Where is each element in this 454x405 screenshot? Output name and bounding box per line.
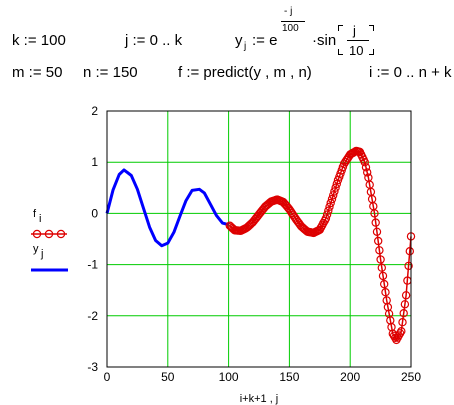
j-range-definition[interactable]: j := 0 .. k	[125, 32, 183, 49]
x-tick-label: 50	[161, 370, 175, 384]
series-marker-f	[321, 214, 331, 223]
legend-subscript-y: j	[40, 248, 43, 260]
y-tick-label: -3	[87, 360, 98, 374]
x-axis-label: i+k+1 , j	[240, 393, 279, 405]
placeholder-bracket-icon	[338, 25, 343, 31]
y-tick-label: -1	[87, 258, 98, 272]
series-marker-f	[377, 263, 386, 272]
y-symbol: y	[235, 32, 243, 49]
series-marker-f	[371, 218, 380, 227]
sin-numerator: j	[353, 23, 356, 38]
x-tick-label: 250	[401, 370, 421, 384]
series-marker-f	[330, 187, 339, 196]
m-definition[interactable]: m := 50	[12, 64, 63, 81]
series-line-f	[229, 150, 412, 341]
series-marker-f	[398, 318, 407, 327]
x-tick-label: 150	[279, 370, 299, 384]
series-marker-f	[404, 261, 413, 271]
series-marker-f	[363, 168, 372, 177]
exponent-fraction-bar	[281, 21, 305, 22]
series-line-y	[105, 168, 229, 248]
plot-series	[105, 146, 416, 345]
legend-label-y: y	[33, 243, 39, 255]
series-marker-f	[331, 183, 340, 192]
placeholder-bracket-icon	[369, 49, 374, 55]
series-marker-f	[399, 309, 408, 318]
legend-label-f: f	[33, 208, 37, 220]
legend-marker-f	[32, 229, 42, 239]
y-tick-label: 2	[91, 104, 98, 118]
series-marker-f	[327, 194, 337, 204]
series-marker-f	[325, 202, 334, 211]
legend-marker-f	[44, 229, 54, 239]
series-marker-f	[378, 271, 388, 281]
series-marker-f	[374, 236, 383, 246]
series-marker-f	[401, 291, 411, 300]
series-marker-f	[322, 210, 332, 219]
n-definition[interactable]: n := 150	[83, 64, 138, 81]
k-definition[interactable]: k := 100	[12, 32, 66, 49]
f-predict-definition[interactable]: f := predict(y , m , n)	[178, 64, 312, 81]
series-marker-f	[360, 157, 369, 167]
series-marker-f	[332, 179, 341, 189]
x-tick-label: 100	[219, 370, 239, 384]
exponent-denominator: 100	[282, 23, 299, 34]
series-marker-f	[326, 198, 335, 208]
plot-grid	[107, 111, 411, 367]
y-tick-label: 1	[91, 155, 98, 169]
series-marker-f	[375, 246, 384, 255]
y-assign-exp: := e	[252, 32, 278, 49]
series-marker-f	[380, 279, 389, 289]
tick-labels: 0 50 100 150 200 250 2 1 0 -1 -2 -3	[87, 104, 421, 384]
x-tick-label: 0	[104, 370, 111, 384]
y-tick-label: -2	[87, 309, 98, 323]
series-marker-f	[324, 206, 333, 215]
y-subscript: j	[244, 41, 247, 52]
sin-function: ·sin	[312, 32, 337, 49]
y-tick-label: 0	[91, 206, 98, 220]
series-marker-f	[397, 327, 406, 336]
placeholder-bracket-icon	[338, 49, 343, 55]
legend-marker-f	[56, 229, 66, 239]
plot-frame	[106, 110, 412, 368]
sin-fraction-bar	[347, 40, 369, 41]
series-marker-f	[361, 163, 371, 172]
series-marker-f	[381, 288, 390, 297]
legend: f i y j	[31, 208, 68, 272]
series-marker-f	[329, 191, 338, 200]
placeholder-bracket-icon	[369, 25, 374, 31]
series-marker-f	[376, 255, 385, 264]
series-marker-f	[372, 227, 382, 236]
legend-subscript-f: i	[39, 213, 41, 225]
i-range-definition[interactable]: i := 0 .. n + k	[369, 64, 452, 81]
x-tick-label: 200	[340, 370, 360, 384]
series-marker-f	[400, 300, 410, 309]
series-marker-f	[370, 209, 379, 218]
exponent-numerator: - j	[284, 6, 293, 17]
sin-denominator: 10	[349, 43, 364, 58]
series-marker-f	[405, 246, 414, 256]
